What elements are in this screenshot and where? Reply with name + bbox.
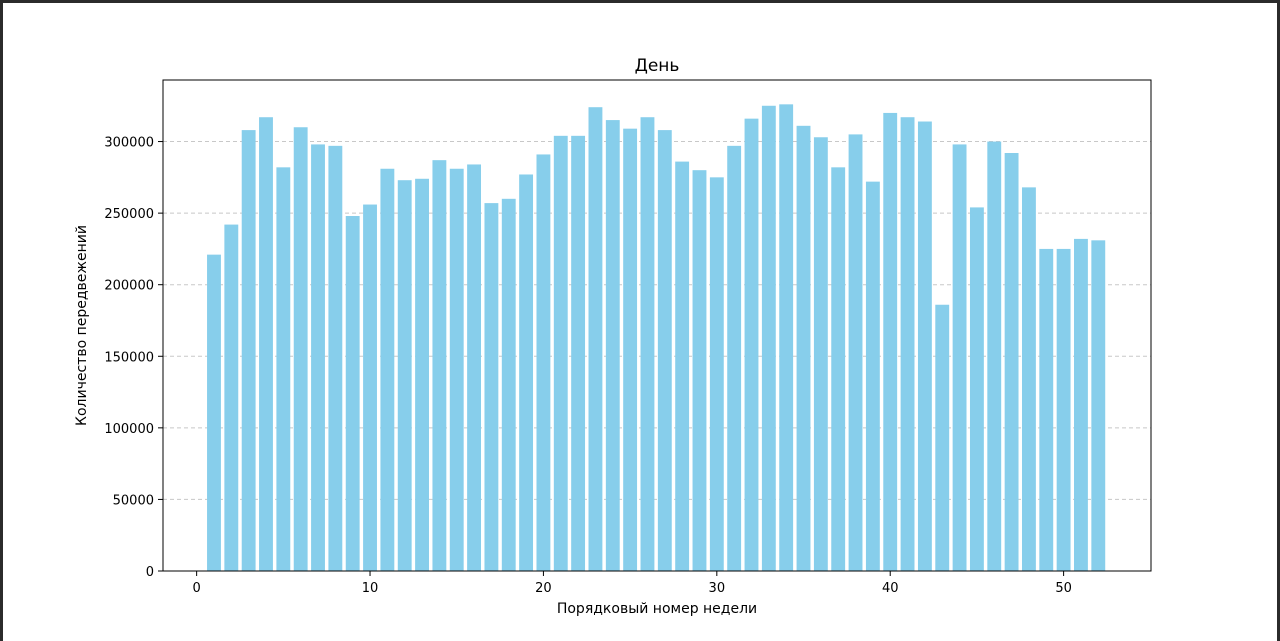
bar bbox=[1021, 187, 1036, 571]
bar bbox=[900, 117, 915, 571]
bar bbox=[224, 224, 239, 571]
bar bbox=[207, 254, 221, 571]
bar bbox=[467, 164, 482, 571]
chart-title: День bbox=[635, 56, 680, 76]
bar bbox=[709, 177, 724, 571]
bar bbox=[536, 154, 551, 571]
bar bbox=[761, 105, 776, 572]
bar bbox=[952, 144, 967, 571]
bar bbox=[571, 135, 586, 571]
y-tick-label: 0 bbox=[146, 565, 154, 580]
bar bbox=[311, 144, 325, 571]
bar bbox=[987, 141, 1002, 571]
bar bbox=[276, 167, 291, 572]
bar bbox=[484, 203, 499, 572]
bar bbox=[588, 107, 603, 572]
plot-frame bbox=[162, 79, 1152, 572]
y-tick-label: 150000 bbox=[104, 350, 154, 365]
bar bbox=[553, 135, 568, 571]
x-tick-label: 30 bbox=[709, 581, 726, 596]
bar bbox=[969, 207, 984, 571]
x-axis-label: Порядковый номер недели bbox=[557, 601, 757, 617]
bar-chart: 0 10 20 30 40 50 0 50000 100000 150000 200000 2500… bbox=[74, 56, 1152, 617]
bars bbox=[207, 104, 1106, 572]
bar bbox=[831, 167, 846, 572]
x-axis: 0 10 20 30 40 50 bbox=[192, 571, 1072, 596]
bar bbox=[623, 128, 638, 571]
bar bbox=[380, 168, 395, 571]
x-tick-label: 50 bbox=[1055, 581, 1072, 596]
bar bbox=[605, 120, 620, 571]
bar bbox=[744, 118, 759, 571]
bar bbox=[883, 112, 898, 572]
bar bbox=[796, 125, 811, 571]
bar bbox=[727, 145, 742, 572]
bar bbox=[293, 127, 308, 571]
bar bbox=[657, 130, 672, 571]
bar bbox=[501, 198, 516, 571]
chart-canvas: 0 10 20 30 40 50 0 50000 100000 150000 200000 2500… bbox=[3, 3, 1277, 641]
bar bbox=[397, 180, 412, 571]
bar bbox=[917, 121, 932, 571]
bar bbox=[328, 145, 343, 572]
bar bbox=[1004, 153, 1019, 571]
bar bbox=[813, 137, 828, 572]
y-tick-label: 250000 bbox=[104, 207, 154, 222]
bar bbox=[345, 215, 360, 571]
bar bbox=[1039, 248, 1054, 571]
y-axis: 0 50000 100000 150000 200000 250000 300000 bbox=[104, 136, 163, 580]
y-tick-label: 300000 bbox=[104, 136, 154, 151]
x-tick-label: 40 bbox=[882, 581, 899, 596]
x-tick-label: 0 bbox=[192, 581, 200, 596]
bar bbox=[363, 204, 377, 571]
bar bbox=[519, 174, 534, 571]
bar bbox=[241, 130, 256, 571]
y-tick-label: 100000 bbox=[104, 422, 154, 437]
bar bbox=[259, 117, 273, 571]
grid-lines bbox=[163, 141, 1151, 500]
x-tick-label: 10 bbox=[362, 581, 379, 596]
bar bbox=[692, 170, 707, 572]
bar bbox=[1091, 240, 1106, 571]
bar bbox=[935, 304, 950, 571]
bar bbox=[1074, 238, 1088, 571]
bar bbox=[779, 104, 794, 572]
y-tick-label: 50000 bbox=[113, 493, 154, 508]
x-tick-label: 20 bbox=[535, 581, 552, 596]
bar bbox=[1056, 248, 1071, 571]
bar bbox=[640, 117, 655, 571]
bar bbox=[449, 168, 464, 571]
bar bbox=[415, 178, 429, 572]
y-tick-label: 200000 bbox=[104, 279, 154, 294]
bar bbox=[865, 181, 880, 572]
bar bbox=[675, 161, 690, 571]
y-axis-label: Количество передвежений bbox=[74, 225, 90, 426]
bar bbox=[848, 134, 863, 572]
bar bbox=[432, 160, 447, 571]
